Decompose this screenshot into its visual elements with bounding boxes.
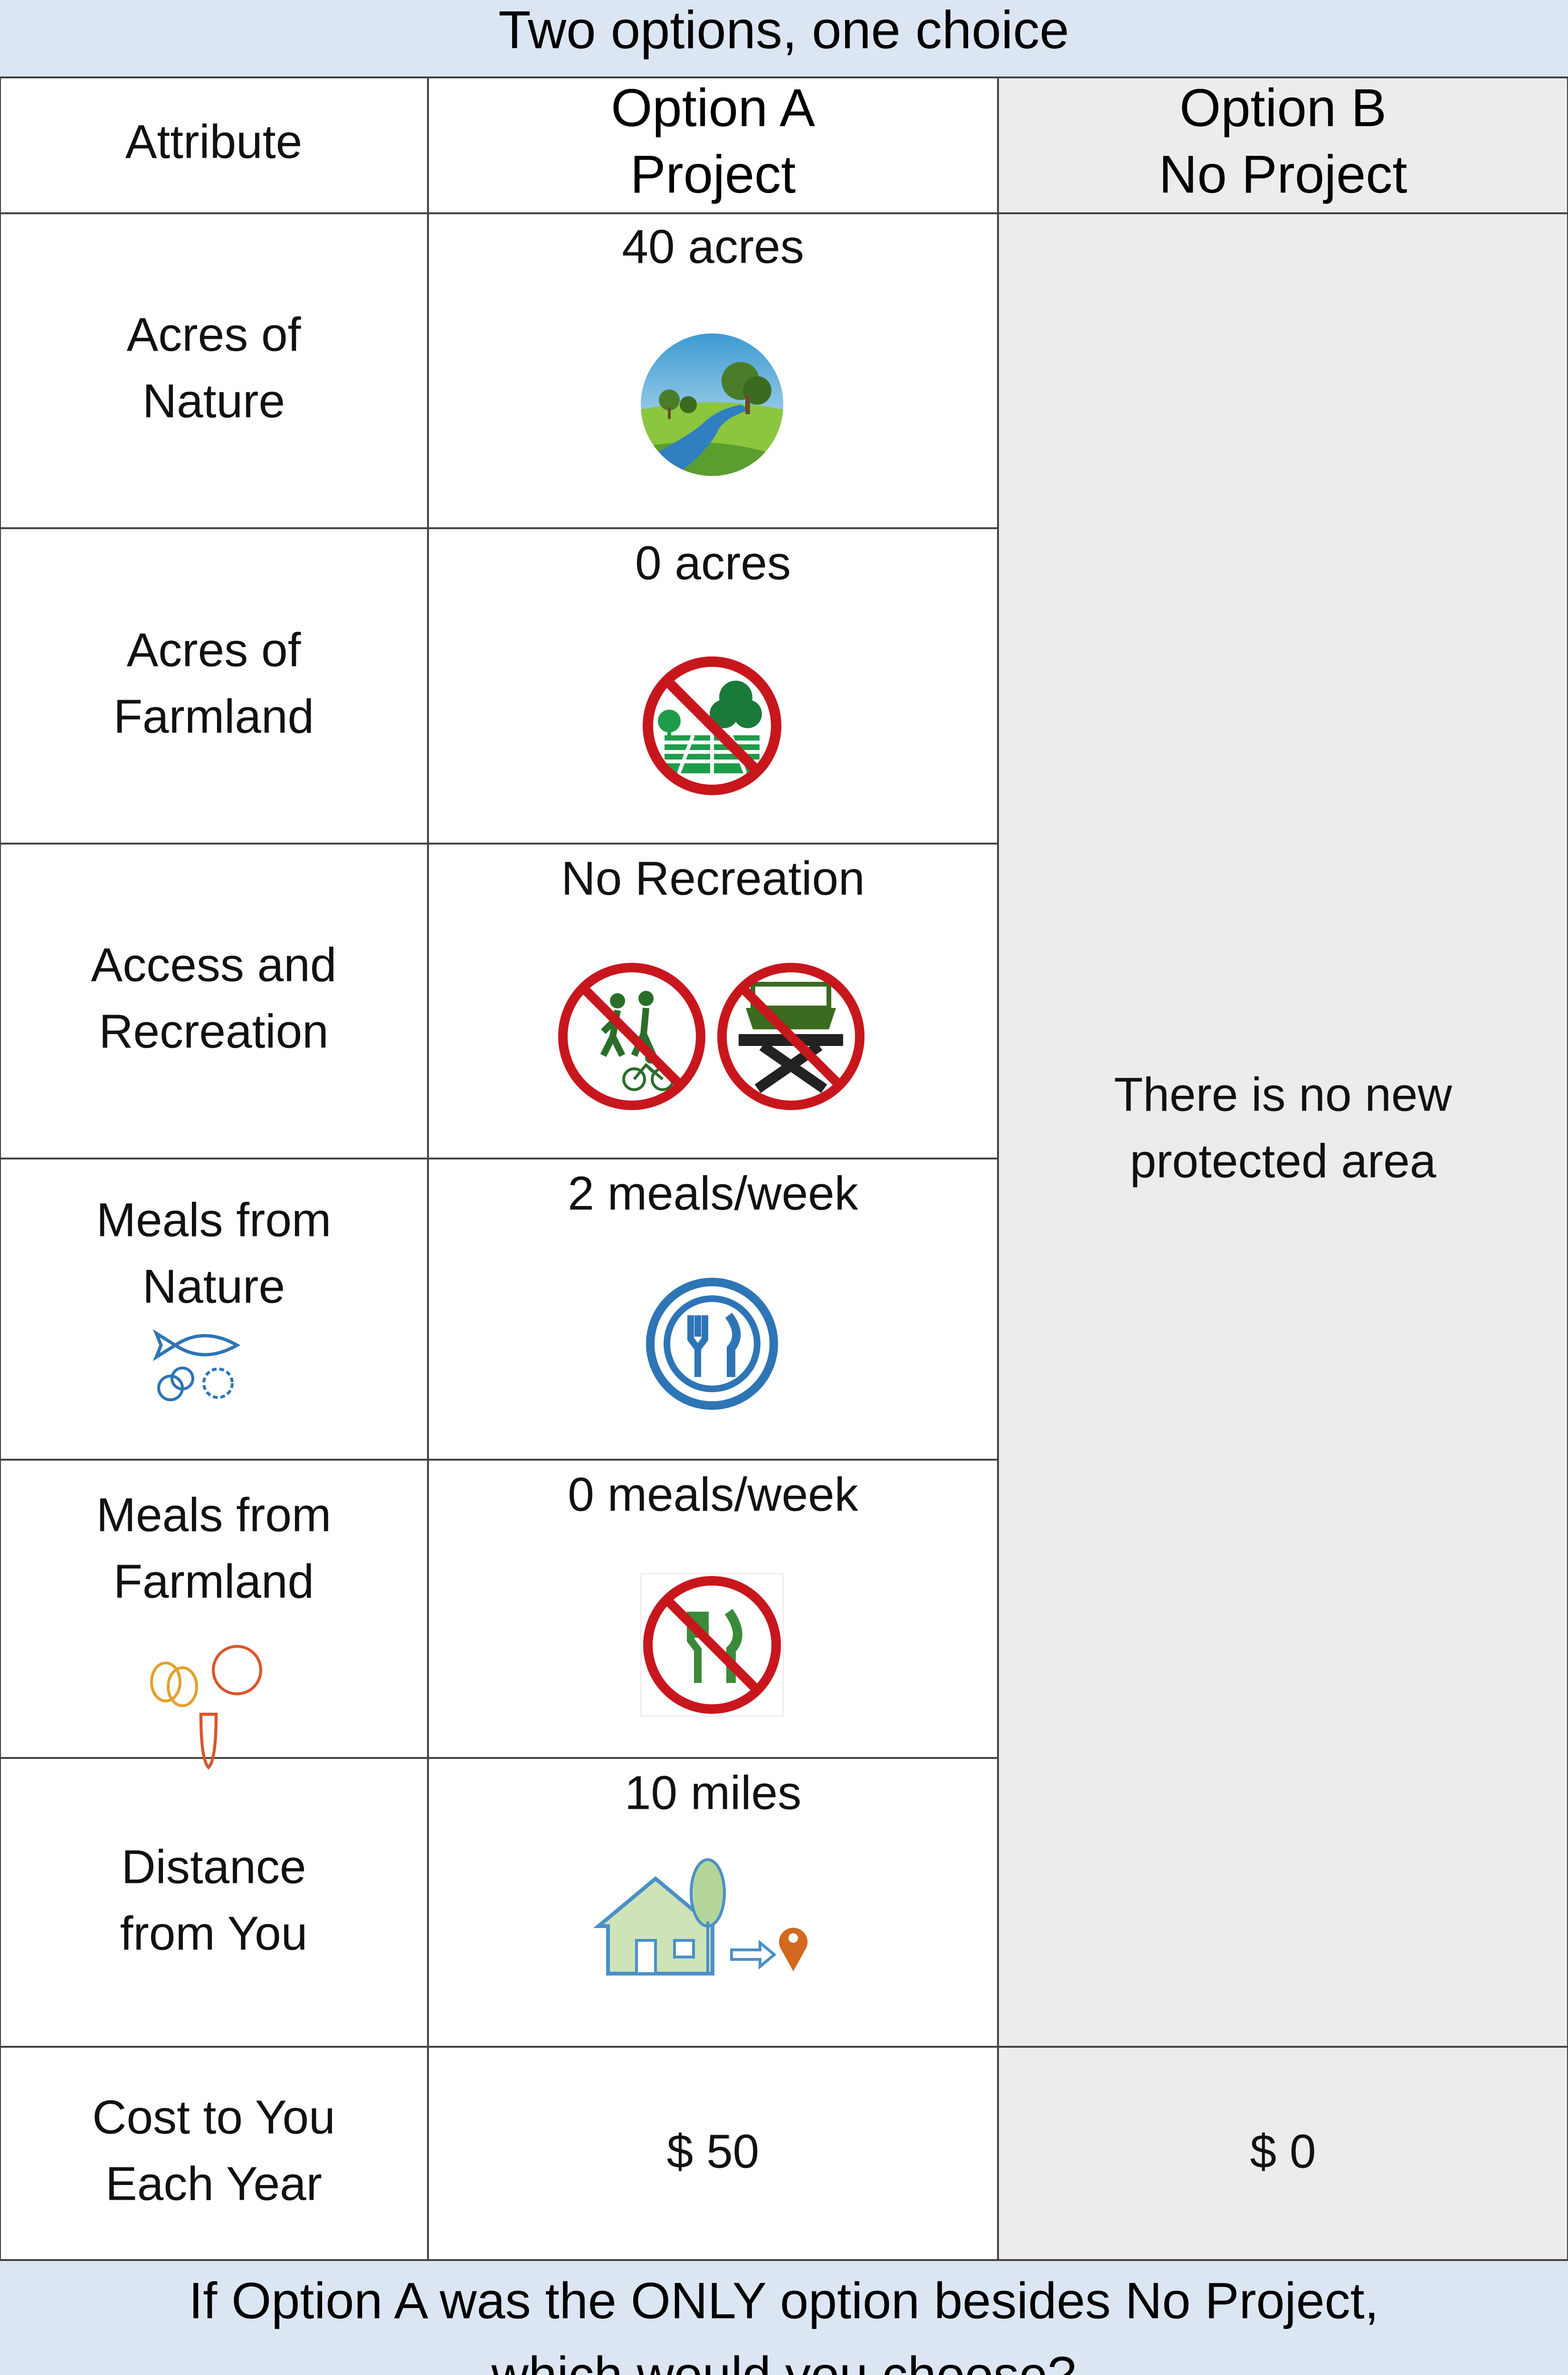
attribute-label: Nature bbox=[143, 374, 285, 428]
eggs-tomato-icon bbox=[150, 1645, 262, 1770]
column-header: Option B bbox=[1179, 78, 1387, 138]
question: If Option A was the ONLY option besides … bbox=[189, 2272, 1378, 2329]
title: Two options, one choice bbox=[498, 0, 1069, 60]
attribute-label: Nature bbox=[143, 1260, 285, 1313]
attribute-label: Meals from bbox=[96, 1488, 332, 1541]
no-picnic-icon bbox=[717, 963, 865, 1110]
attribute-label: Recreation bbox=[99, 1005, 329, 1058]
option-a-value: 2 meals/week bbox=[568, 1167, 858, 1220]
column-header: Attribute bbox=[125, 115, 302, 168]
column-header: Option A bbox=[611, 78, 815, 138]
attribute-label: Acres of bbox=[127, 623, 301, 676]
option-a-value: 0 meals/week bbox=[568, 1468, 858, 1521]
attribute-label: Each Year bbox=[105, 2157, 322, 2210]
option-a-value: $ 50 bbox=[667, 2125, 760, 2178]
column-header: No Project bbox=[1159, 145, 1407, 204]
attribute-label: Farmland bbox=[114, 1555, 314, 1608]
option-b-value: $ 0 bbox=[1250, 2125, 1316, 2178]
fish-berries-icon bbox=[152, 1329, 241, 1401]
option-b-column bbox=[998, 77, 1568, 2260]
option-a-value: 10 miles bbox=[625, 1766, 801, 1819]
table-grid bbox=[0, 76, 1568, 2261]
footer-band bbox=[0, 2260, 1568, 2375]
column-header: Project bbox=[630, 145, 796, 204]
nature-icon bbox=[641, 333, 783, 476]
option-a-value: 40 acres bbox=[622, 220, 804, 273]
attribute-label: Access and bbox=[91, 938, 337, 991]
title-band bbox=[0, 0, 1568, 77]
option-a-value: No Recreation bbox=[561, 852, 865, 905]
no-hiking-icon bbox=[558, 963, 705, 1110]
attribute-label: Farmland bbox=[114, 690, 314, 743]
attribute-label: from You bbox=[120, 1907, 308, 1960]
distance-icon bbox=[593, 1858, 808, 1976]
attribute-label: Acres of bbox=[127, 308, 301, 361]
texts: Two options, one choice If Option A was … bbox=[91, 0, 1453, 2375]
attribute-label: Meals from bbox=[96, 1193, 332, 1246]
meals-icon bbox=[646, 1278, 778, 1410]
attribute-label: Cost to You bbox=[92, 2090, 335, 2144]
option-b-note: protected area bbox=[1130, 1134, 1436, 1188]
question: which would you choose? bbox=[491, 2346, 1076, 2375]
no-farmland-icon bbox=[643, 656, 781, 795]
option-b-note: There is no new bbox=[1114, 1068, 1452, 1121]
no-meals-icon bbox=[640, 1573, 784, 1717]
option-a-value: 0 acres bbox=[635, 536, 791, 589]
attribute-label: Distance bbox=[121, 1840, 306, 1893]
